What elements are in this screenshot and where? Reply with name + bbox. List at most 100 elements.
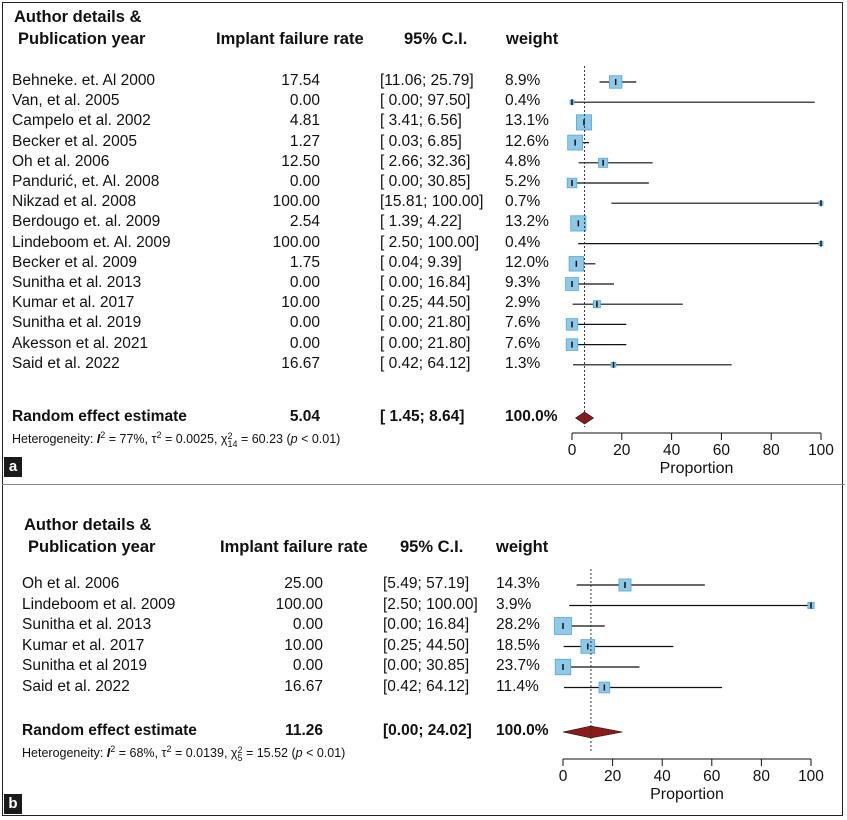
header-year: Publication year — [18, 30, 146, 48]
study-ci: [ 1.39; 4.22] — [380, 213, 462, 231]
study-weight: 13.2% — [505, 213, 549, 231]
header-ci: 95% C.I. — [404, 30, 468, 48]
summary-ci: [ 1.45; 8.64] — [380, 408, 465, 425]
x-tick-label: 40 — [653, 768, 671, 785]
x-tick-label: 20 — [613, 442, 631, 459]
study-ci: [ 3.41; 6.56] — [380, 112, 462, 130]
header-weight: weight — [506, 30, 559, 48]
study-ci: [ 0.03; 6.85] — [380, 132, 462, 150]
study-rate: 0.00 — [292, 616, 323, 633]
study-rate: 100.00 — [272, 193, 320, 211]
summary-weight: 100.0% — [505, 408, 558, 425]
summary-rate: 5.04 — [289, 408, 320, 425]
header-author: Author details & — [14, 8, 142, 26]
header-weight: weight — [496, 538, 549, 556]
panel-separator — [2, 484, 845, 485]
x-tick-label: 20 — [603, 768, 622, 785]
study-rate: 12.50 — [281, 152, 320, 170]
x-tick-label: 80 — [752, 768, 771, 785]
study-ci: [ 0.25; 44.50] — [380, 294, 471, 312]
study-author: Behneke. et. Al 2000 — [12, 72, 156, 89]
study-rate: 100.00 — [275, 595, 323, 613]
study-weight: 18.5% — [496, 636, 540, 654]
x-tick-label: 100 — [808, 442, 834, 459]
study-rate: 0.00 — [289, 274, 320, 291]
x-tick-label: 40 — [662, 442, 681, 459]
study-rate: 0.00 — [289, 92, 320, 110]
header-author: Author details & — [24, 516, 152, 534]
study-ci: [ 2.66; 32.36] — [380, 152, 471, 170]
study-ci: [ 2.50; 100.00] — [380, 233, 480, 251]
study-author: Lindeboom et. Al. 2009 — [12, 233, 171, 251]
study-rate: 0.00 — [292, 657, 323, 674]
study-weight: 12.6% — [505, 132, 549, 150]
x-tick-label: 80 — [762, 442, 780, 459]
x-tick-label: 0 — [558, 768, 568, 785]
study-author: Oh et al. 2006 — [12, 152, 110, 170]
study-rate: 16.67 — [284, 677, 323, 695]
summary-label: Random effect estimate — [12, 408, 187, 425]
study-weight: 12.0% — [505, 253, 549, 271]
study-weight: 0.4% — [505, 92, 541, 110]
study-ci: [ 0.00; 97.50] — [380, 92, 471, 110]
study-rate: 2.54 — [289, 213, 320, 231]
study-ci: [ 0.00; 21.80] — [380, 334, 471, 352]
study-rate: 1.75 — [289, 253, 320, 271]
x-tick-label: 60 — [712, 442, 731, 459]
panel-label: b — [4, 794, 22, 814]
study-author: Becker et al. 2005 — [12, 132, 137, 150]
study-author: Sunitha et al 2019 — [22, 657, 147, 674]
study-weight: 0.4% — [505, 233, 541, 251]
study-ci: [0.25; 44.50] — [383, 636, 470, 654]
study-weight: 7.6% — [505, 334, 541, 352]
study-author: Nikzad et al. 2008 — [12, 193, 137, 211]
study-author: Sunitha et al. 2013 — [22, 616, 152, 633]
study-author: Said et al. 2022 — [12, 354, 120, 372]
study-weight: 4.8% — [505, 152, 541, 170]
summary-label: Random effect estimate — [22, 722, 197, 739]
study-ci: [ 0.00; 21.80] — [380, 314, 471, 332]
panel-label: a — [4, 457, 22, 477]
x-tick-label: 60 — [703, 768, 721, 785]
study-rate: 1.27 — [289, 132, 320, 150]
study-ci: [15.81; 100.00] — [380, 193, 484, 211]
study-ci: [5.49; 57.19] — [383, 575, 470, 592]
study-weight: 0.7% — [505, 193, 541, 211]
study-weight: 2.9% — [505, 294, 541, 312]
study-author: Akesson et al. 2021 — [12, 334, 149, 352]
study-author: Van, et al. 2005 — [12, 92, 120, 110]
study-rate: 16.67 — [281, 354, 320, 372]
study-ci: [ 0.00; 16.84] — [380, 274, 471, 291]
study-rate: 10.00 — [281, 294, 320, 312]
header-year: Publication year — [28, 538, 156, 556]
study-rate: 10.00 — [284, 636, 323, 654]
study-rate: 0.00 — [289, 314, 320, 332]
study-ci: [0.00; 30.85] — [383, 657, 470, 674]
x-axis-label: Proportion — [650, 786, 724, 803]
study-ci: [ 0.04; 9.39] — [380, 253, 462, 271]
study-ci: [ 0.42; 64.12] — [380, 354, 471, 372]
study-weight: 1.3% — [505, 354, 541, 372]
study-rate: 0.00 — [289, 334, 320, 352]
study-weight: 14.3% — [496, 575, 540, 592]
study-author: Lindeboom et al. 2009 — [22, 595, 176, 613]
study-ci: [0.00; 16.84] — [383, 616, 470, 633]
study-author: Sunitha et al. 2013 — [12, 274, 142, 291]
summary-rate: 11.26 — [285, 722, 323, 739]
study-author: Said et al. 2022 — [22, 677, 130, 695]
study-weight: 9.3% — [505, 274, 541, 291]
header-rate: Implant failure rate — [216, 30, 364, 48]
header-ci: 95% C.I. — [400, 538, 464, 556]
study-weight: 7.6% — [505, 314, 541, 332]
x-tick-label: 0 — [567, 442, 577, 459]
study-rate: 100.00 — [272, 233, 320, 251]
study-author: Berdougo et. al. 2009 — [12, 213, 161, 231]
summary-weight: 100.0% — [496, 722, 549, 739]
study-author: Kumar et al. 2017 — [22, 636, 145, 654]
study-weight: 11.4% — [496, 677, 539, 695]
study-ci: [11.06; 25.79] — [380, 72, 474, 89]
study-author: Kumar et al. 2017 — [12, 294, 135, 312]
header-rate: Implant failure rate — [220, 538, 368, 556]
